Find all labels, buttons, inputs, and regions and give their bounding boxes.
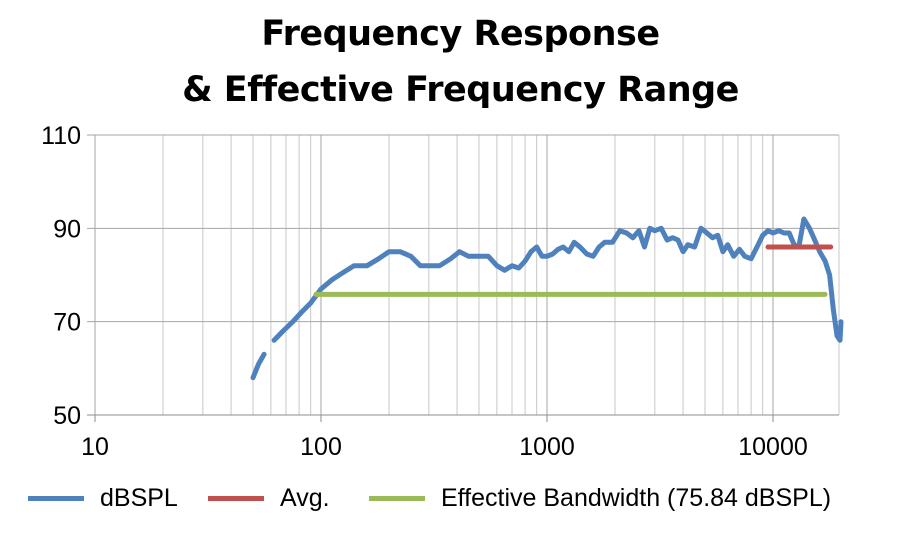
legend-swatch-effective-bandwidth [369, 495, 425, 501]
x-tick-label: 10 [81, 433, 109, 461]
chart-subtitle: & Effective Frequency Range [182, 70, 739, 110]
legend-item-dbspl: dBSPL [28, 478, 178, 518]
y-tick-label: 50 [53, 402, 81, 430]
y-tick-label: 90 [53, 215, 81, 243]
legend-swatch-dbspl [28, 495, 84, 501]
legend-item-avg: Avg. [208, 478, 330, 518]
series-layer [250, 216, 844, 381]
series-line-dbspl [271, 216, 844, 343]
series-line-dbspl [250, 351, 267, 381]
legend-item-effective-bandwidth: Effective Bandwidth (75.84 dBSPL) [369, 478, 831, 518]
legend-label-effective-bandwidth: Effective Bandwidth (75.84 dBSPL) [441, 483, 832, 512]
y-tick-label: 70 [53, 309, 81, 337]
x-tick-label: 10000 [738, 433, 808, 461]
legend-label-avg: Avg. [280, 483, 330, 512]
y-tick-label: 110 [41, 122, 81, 150]
grid-minor [162, 135, 840, 415]
legend: dBSPL Avg. Effective Bandwidth (75.84 dB… [0, 478, 921, 518]
x-tick-label: 1000 [519, 433, 575, 461]
legend-swatch-avg [208, 495, 264, 501]
x-tick-label: 100 [300, 433, 342, 461]
chart-title: Frequency Response [261, 14, 660, 54]
legend-label-dbspl: dBSPL [100, 483, 178, 512]
grid-major [87, 134, 839, 422]
